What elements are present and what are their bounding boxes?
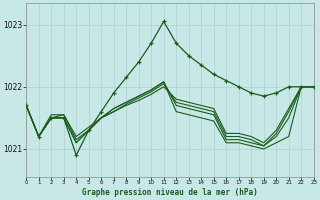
X-axis label: Graphe pression niveau de la mer (hPa): Graphe pression niveau de la mer (hPa): [82, 188, 258, 197]
